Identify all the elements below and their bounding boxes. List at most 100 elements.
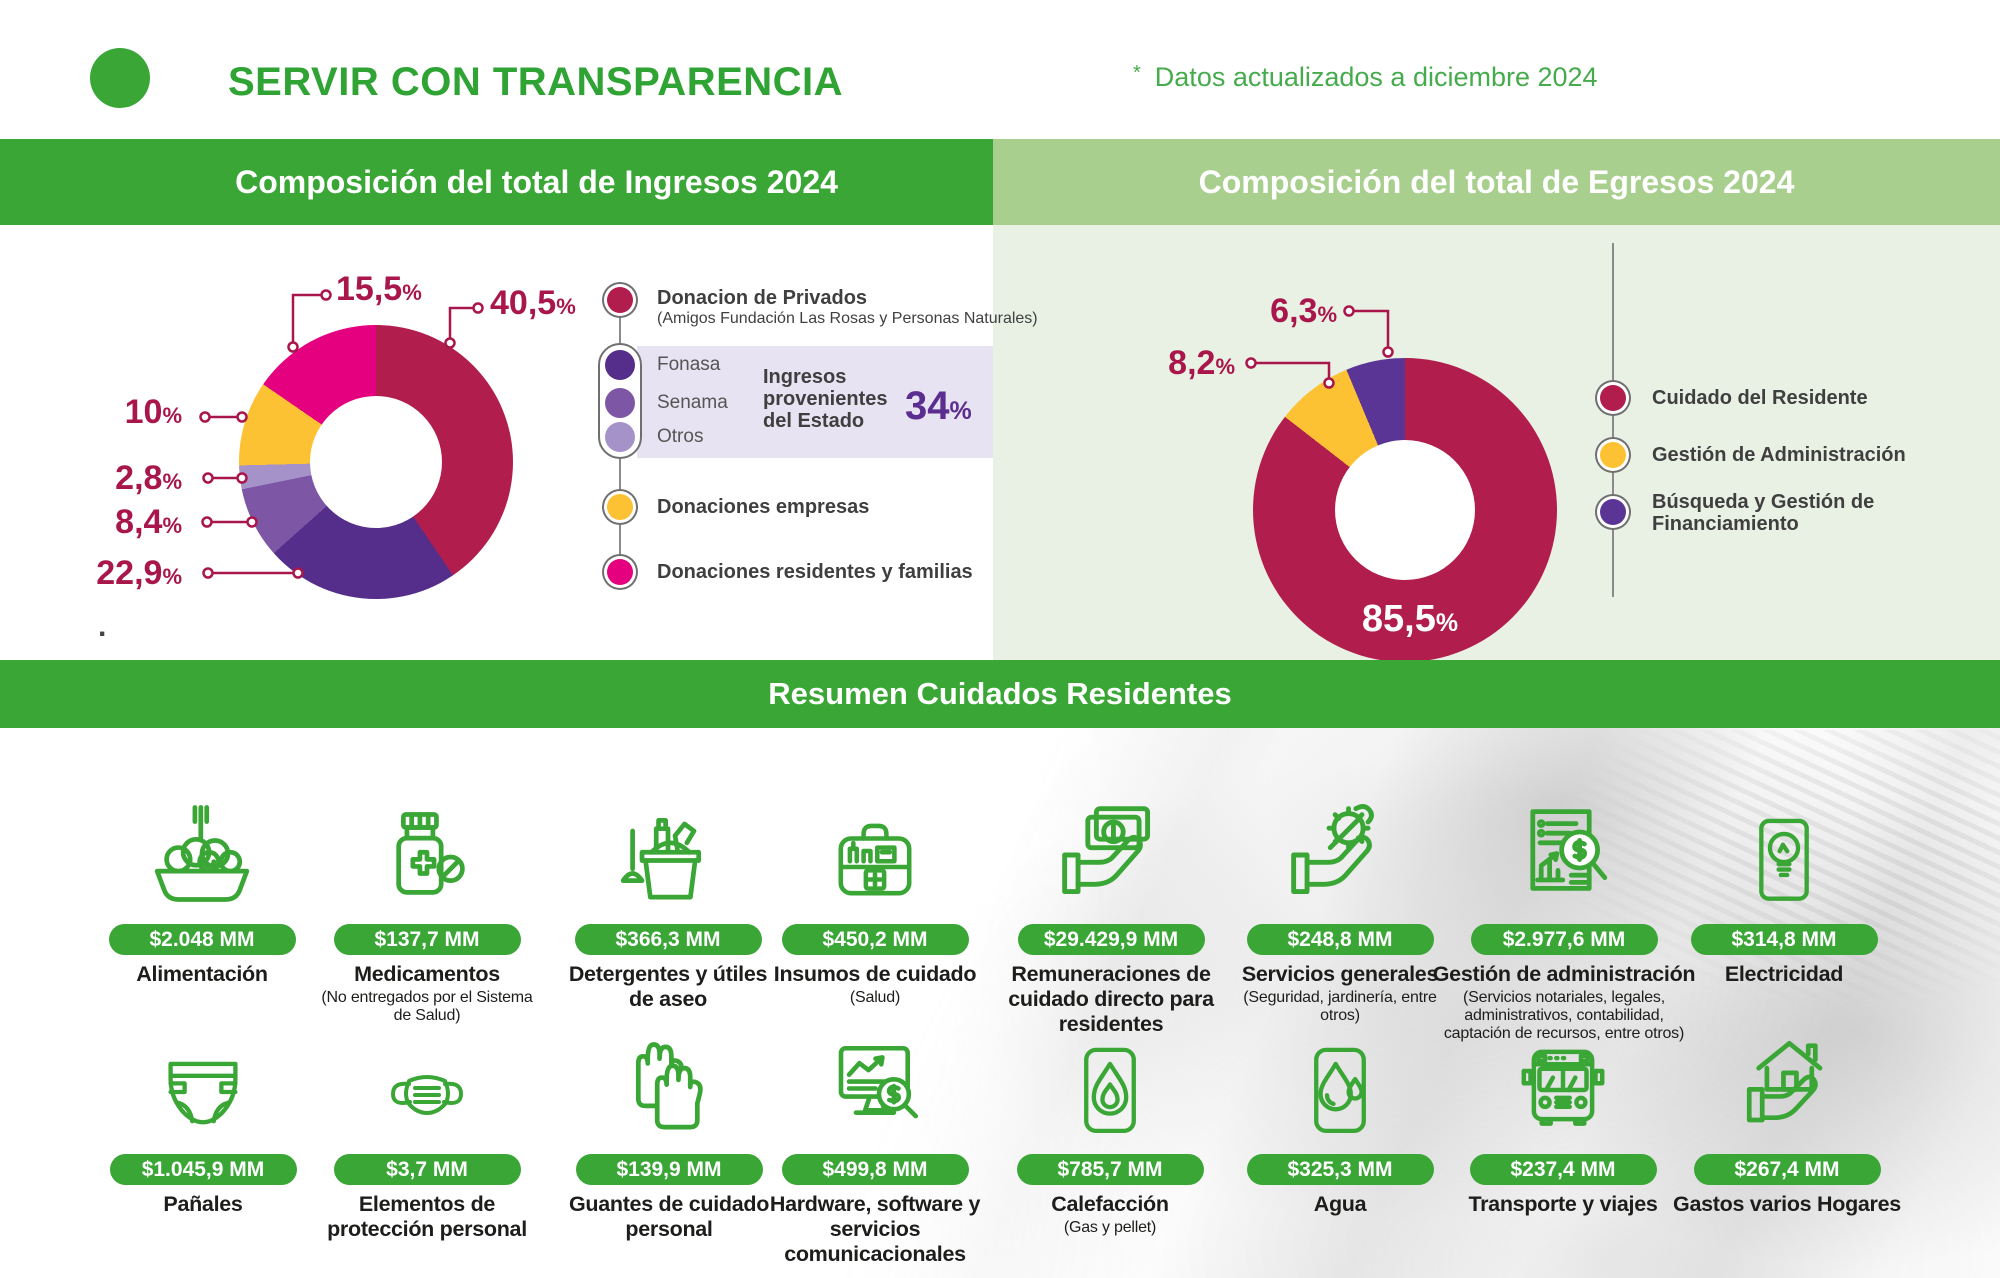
legend-label-senama: Senama: [657, 392, 728, 413]
resumen-item-gastos-hogares: $267,4 MM Gastos varios Hogares: [1662, 1012, 1912, 1219]
legend-label-residentes: Donaciones residentes y familias: [657, 561, 973, 583]
monitor-chart-icon: [765, 1012, 985, 1146]
ingresos-pct-senama: 8,4%: [115, 503, 182, 541]
ingresos-pct-residentes: 15,5%: [336, 270, 422, 308]
legend-dot-cuidado: [1600, 385, 1626, 411]
medicine-bottle-icon: [317, 782, 537, 916]
legend-dot-privados: [607, 287, 633, 313]
resumen-item-agua: $325,3 MM Agua: [1230, 1012, 1450, 1219]
legend-dot-residentes: [607, 559, 633, 585]
amount-pill: $366,3 MM: [574, 924, 762, 955]
amount-pill: $325,3 MM: [1246, 1154, 1434, 1185]
resumen-item-gestion-administracion: $2.977,6 MM Gestión de administración (S…: [1429, 782, 1699, 1043]
state-income-box: [637, 346, 993, 458]
egresos-legend-line: [1612, 243, 1614, 597]
item-label: Gastos varios Hogares: [1673, 1192, 1901, 1216]
ingresos-pct-fonasa: 22,9%: [96, 554, 182, 592]
legend-dot-financiamiento: [1600, 499, 1626, 525]
resumen-item-guantes: $139,9 MM Guantes de cuidado personal: [559, 1012, 779, 1244]
amount-pill: $2.048 MM: [108, 924, 296, 955]
first-aid-kit-icon: [765, 782, 985, 916]
resumen-item-calefaccion: $785,7 MM Calefacción (Gas y pellet): [1000, 1012, 1220, 1237]
report-magnifier-icon: [1429, 782, 1699, 916]
legend-label-fonasa: Fonasa: [657, 354, 721, 375]
item-label: Electricidad: [1724, 962, 1844, 986]
item-sublabel: (Servicios notariales, legales, administ…: [1443, 989, 1685, 1042]
item-label: Detergentes y útiles de aseo: [568, 962, 768, 1011]
banner-ingresos: Composición del total de Ingresos 2024: [0, 139, 993, 225]
update-note-text: Datos actualizados a diciembre 2024: [1154, 62, 1598, 92]
legend-dot-empresas: [607, 494, 633, 520]
resumen-item-insumos: $450,2 MM Insumos de cuidado (Salud): [765, 782, 985, 1007]
item-label: Medicamentos: [354, 962, 500, 986]
amount-pill: $3,7 MM: [333, 1154, 521, 1185]
egresos-donut-hole: [1335, 440, 1475, 580]
legend-sublabel-privados: (Amigos Fundación Las Rosas y Personas N…: [657, 310, 1038, 327]
resumen-item-transporte: $237,4 MM Transporte y viajes: [1443, 1012, 1683, 1219]
amount-pill: $248,8 MM: [1246, 924, 1434, 955]
item-label: Agua: [1313, 1192, 1367, 1216]
resumen-item-servicios-generales: $248,8 MM Servicios generales (Seguridad…: [1230, 782, 1450, 1025]
hand-money-icon: [1001, 782, 1221, 916]
update-note: * Datos actualizados a diciembre 2024: [1133, 62, 1598, 93]
face-mask-icon: [317, 1012, 537, 1146]
resumen-item-panales: $1.045,9 MM Pañales: [93, 1012, 313, 1219]
resumen-item-electricidad: $314,8 MM Electricidad: [1674, 782, 1894, 989]
amount-pill: $267,4 MM: [1693, 1154, 1881, 1185]
ingresos-pct-otros: 2,8%: [115, 459, 182, 497]
resumen-item-remuneraciones: $29.429,9 MM Remuneraciones de cuidado d…: [1001, 782, 1221, 1039]
state-income-pct: 34%: [905, 384, 972, 428]
item-label: Alimentación: [136, 962, 268, 986]
amount-pill: $237,4 MM: [1469, 1154, 1657, 1185]
legend-dot-administracion: [1600, 442, 1626, 468]
state-income-text: Ingresos provenientes del Estado: [763, 366, 888, 432]
water-drop-icon: [1230, 1012, 1450, 1146]
amount-pill: $785,7 MM: [1016, 1154, 1204, 1185]
item-label: Pañales: [163, 1192, 243, 1216]
gloves-icon: [559, 1012, 779, 1146]
amount-pill: $139,9 MM: [575, 1154, 763, 1185]
legend-label-financiamiento: Búsqueda y Gestión de Financiamiento: [1652, 491, 1875, 535]
ingresos-pct-privados: 40,5%: [490, 284, 576, 322]
asterisk-icon: *: [1133, 62, 1141, 84]
item-label: Insumos de cuidado: [773, 962, 977, 986]
item-label: Guantes de cuidado personal: [568, 1192, 770, 1241]
legend-label-administracion: Gestión de Administración: [1652, 444, 1906, 466]
amount-pill: $2.977,6 MM: [1470, 924, 1658, 955]
egresos-pct-cuidado: 85,5%: [1361, 598, 1459, 640]
item-label: Hardware, software y servicios comunicac…: [769, 1192, 981, 1266]
resumen-item-hardware: $499,8 MM Hardware, software y servicios…: [765, 1012, 985, 1269]
banner-egresos: Composición del total de Egresos 2024: [993, 139, 2000, 225]
resumen-item-medicamentos: $137,7 MM Medicamentos (No entregados po…: [317, 782, 537, 1025]
amount-pill: $29.429,9 MM: [1017, 924, 1205, 955]
item-label: Servicios generales: [1241, 962, 1439, 986]
item-sublabel: (No entregados por el Sistema de Salud): [321, 989, 533, 1024]
footnote-dot: .: [98, 610, 107, 643]
legend-label-otros: Otros: [657, 426, 704, 447]
logo-dot-icon: [90, 48, 150, 108]
item-label: Transporte y viajes: [1468, 1192, 1658, 1216]
item-sublabel: (Seguridad, jardinería, entre otros): [1243, 989, 1437, 1024]
legend-label-empresas: Donaciones empresas: [657, 496, 870, 518]
egresos-pct-administracion: 8,2%: [1168, 344, 1235, 382]
amount-pill: $137,7 MM: [333, 924, 521, 955]
egresos-pct-financiamiento: 6,3%: [1270, 292, 1337, 330]
resumen-item-alimentacion: $2.048 MM Alimentación: [92, 782, 312, 989]
item-label: Remuneraciones de cuidado directo para r…: [1008, 962, 1214, 1036]
bus-icon: [1443, 1012, 1683, 1146]
amount-pill: $499,8 MM: [781, 1154, 969, 1185]
resumen-item-detergentes: $366,3 MM Detergentes y útiles de aseo: [558, 782, 778, 1014]
resumen-item-proteccion: $3,7 MM Elementos de protección personal: [317, 1012, 537, 1244]
legend-dot-senama: [605, 388, 635, 418]
item-label: Elementos de protección personal: [327, 1192, 527, 1241]
lightbulb-icon: [1674, 782, 1894, 916]
food-bowl-icon: [92, 782, 312, 916]
page-title: SERVIR CON TRANSPARENCIA: [228, 60, 844, 104]
banner-resumen: Resumen Cuidados Residentes: [0, 660, 2000, 728]
background-photo: [830, 728, 2000, 1278]
item-label: Gestión de administración: [1432, 962, 1696, 986]
amount-pill: $314,8 MM: [1690, 924, 1878, 955]
legend-label-privados: Donacion de Privados: [657, 287, 868, 309]
ingresos-donut-hole: [310, 396, 442, 528]
